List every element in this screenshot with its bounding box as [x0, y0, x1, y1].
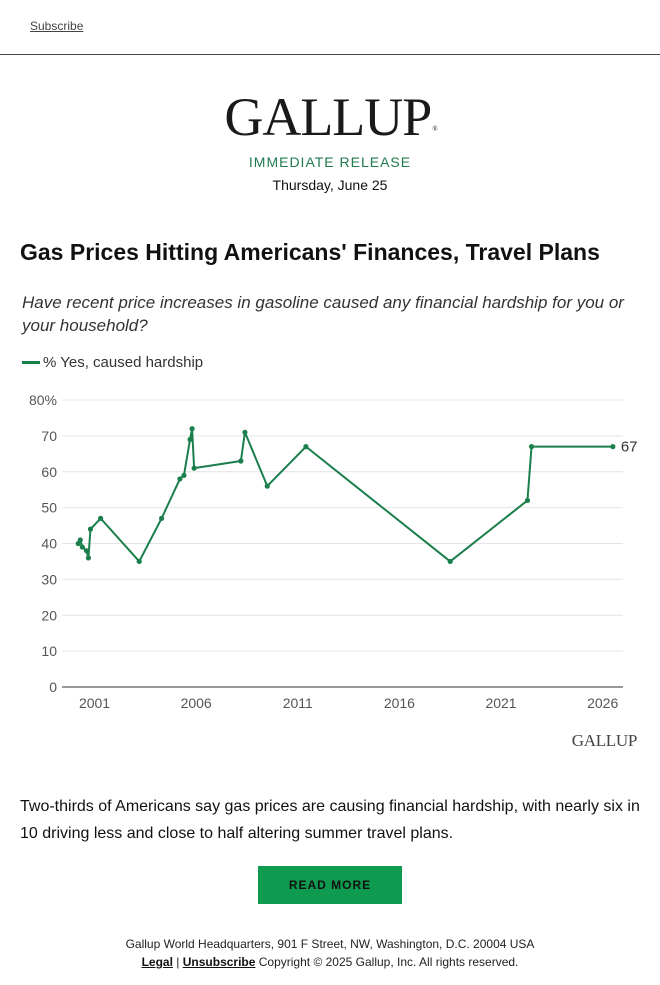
logo-text: GALLUP — [224, 87, 432, 147]
data-point — [87, 526, 94, 532]
data-point — [303, 444, 309, 450]
subscribe-link[interactable]: Subscribe — [30, 19, 84, 33]
series-line — [77, 427, 613, 563]
data-point — [136, 558, 142, 565]
x-tick-label: 2001 — [79, 695, 110, 711]
data-point — [242, 429, 248, 435]
legend-swatch — [22, 361, 40, 364]
hardship-line-chart: 0 10 20 30 40 50 60 70 80% 2001 2006 2011 2016 2021 20… — [29, 392, 638, 711]
y-tick-label: 20 — [41, 607, 57, 623]
data-point — [177, 476, 183, 482]
registered-mark: ® — [432, 125, 437, 133]
footer-address: Gallup World Headquarters, 901 F Street,… — [125, 937, 535, 951]
x-tick-label: 2026 — [587, 695, 618, 711]
read-more-button[interactable]: READ MORE — [258, 866, 402, 904]
y-tick-label: 10 — [41, 643, 57, 659]
data-point — [98, 515, 104, 521]
data-point — [77, 537, 83, 543]
headline: Gas Prices Hitting Americans' Finances, … — [20, 239, 600, 265]
x-tick-label: 2021 — [485, 695, 516, 711]
footer: Gallup World Headquarters, 901 F Street,… — [0, 935, 660, 971]
data-point — [83, 548, 89, 554]
top-bar: Subscribe — [0, 0, 660, 55]
release-date: Thursday, June 25 — [272, 177, 388, 193]
data-point — [181, 472, 187, 478]
y-tick-label: 0 — [49, 679, 57, 695]
data-point — [85, 555, 92, 561]
data-point — [447, 558, 453, 565]
x-tick-label: 2016 — [384, 695, 415, 711]
survey-question: Have recent price increases in gasoline … — [22, 293, 624, 335]
data-point — [610, 444, 616, 450]
data-point — [264, 483, 270, 489]
y-tick-label: 70 — [41, 428, 57, 444]
footer-separator: | — [172, 955, 183, 969]
x-tick-label: 2006 — [181, 695, 212, 711]
y-tick-label: 80% — [29, 392, 57, 408]
legal-link[interactable]: Legal — [141, 955, 173, 969]
data-point — [524, 497, 531, 504]
gallup-logo: GALLUP® — [0, 86, 660, 148]
x-tick-label: 2011 — [283, 695, 313, 711]
data-point — [528, 444, 535, 450]
y-tick-label: 40 — [41, 536, 57, 552]
article-summary: Two-thirds of Americans say gas prices a… — [20, 798, 640, 842]
data-point — [79, 544, 85, 550]
unsubscribe-link[interactable]: Unsubscribe — [182, 955, 256, 969]
source-logo: GALLUP — [571, 731, 638, 750]
copyright-text: Copyright © 2025 Gallup, Inc. All rights… — [255, 955, 519, 969]
y-tick-label: 60 — [41, 464, 57, 480]
chart-legend: % Yes, caused hardship — [22, 354, 203, 371]
footer-links: Legal | Unsubscribe Copyright © 2025 Gal… — [0, 953, 660, 971]
data-point — [189, 426, 195, 432]
y-tick-label: 30 — [41, 571, 57, 587]
data-point — [238, 458, 244, 464]
end-value-label: 67 — [621, 439, 638, 456]
data-point — [158, 515, 165, 521]
y-tick-label: 50 — [41, 500, 57, 516]
legend-label: % Yes, caused hardship — [43, 354, 204, 371]
release-label: IMMEDIATE RELEASE — [248, 154, 412, 170]
data-point — [191, 465, 197, 471]
data-point — [187, 436, 193, 443]
